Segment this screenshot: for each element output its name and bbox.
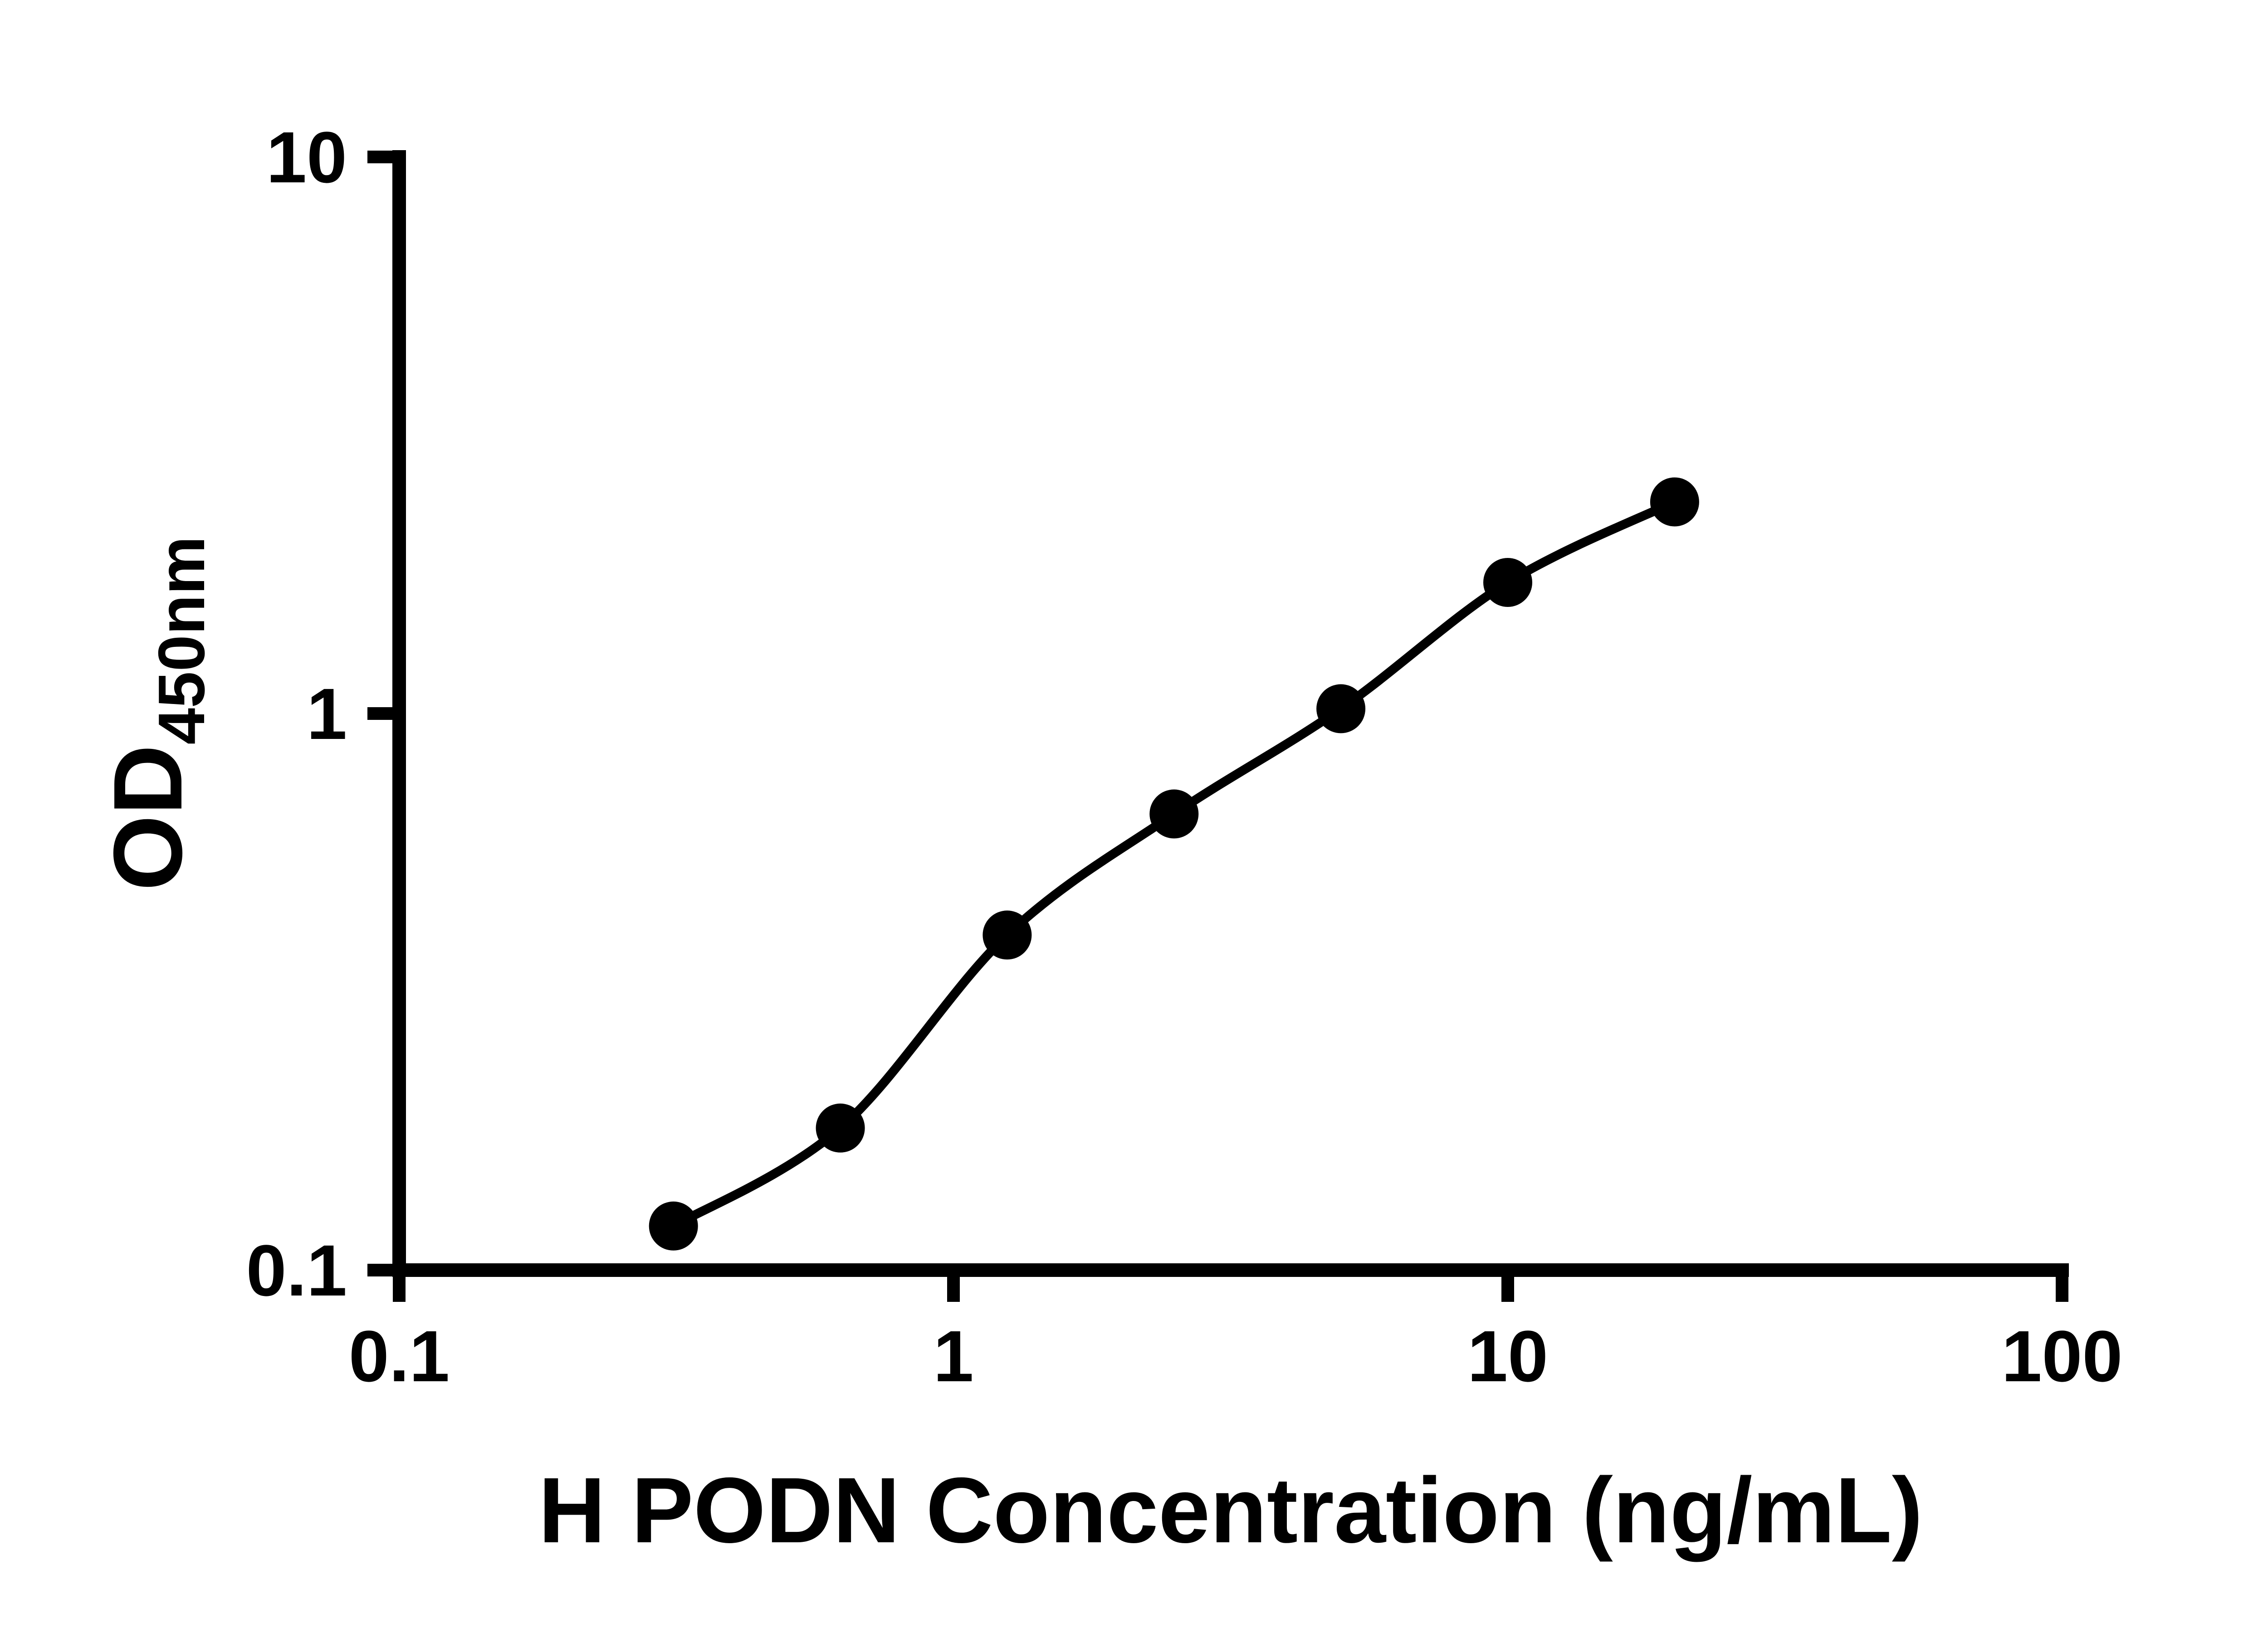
data-point-marker: [1149, 789, 1199, 839]
data-point-marker: [816, 1103, 865, 1153]
y-tick-label: 10: [266, 117, 347, 198]
y-axis-title-main: OD: [93, 744, 202, 891]
axes: [392, 150, 2069, 1277]
data-point-marker: [1650, 477, 1699, 527]
x-tick-label: 1: [934, 1315, 974, 1397]
data-point-marker: [649, 1201, 698, 1251]
data-point-marker: [1316, 684, 1366, 733]
data-point-marker: [982, 910, 1032, 960]
y-tick-label: 1: [307, 673, 347, 754]
x-tick-label: 10: [1467, 1315, 1548, 1397]
x-tick-label: 100: [2002, 1315, 2123, 1397]
y-axis-title: OD450nm: [93, 536, 218, 891]
x-axis-title: H PODN Concentration (ng/mL): [538, 1458, 1923, 1562]
y-tick-label: 0.1: [246, 1230, 347, 1311]
data-point-marker: [1483, 558, 1532, 607]
x-tick-label: 0.1: [349, 1315, 450, 1397]
y-axis-title-sub: 450nm: [145, 536, 218, 744]
